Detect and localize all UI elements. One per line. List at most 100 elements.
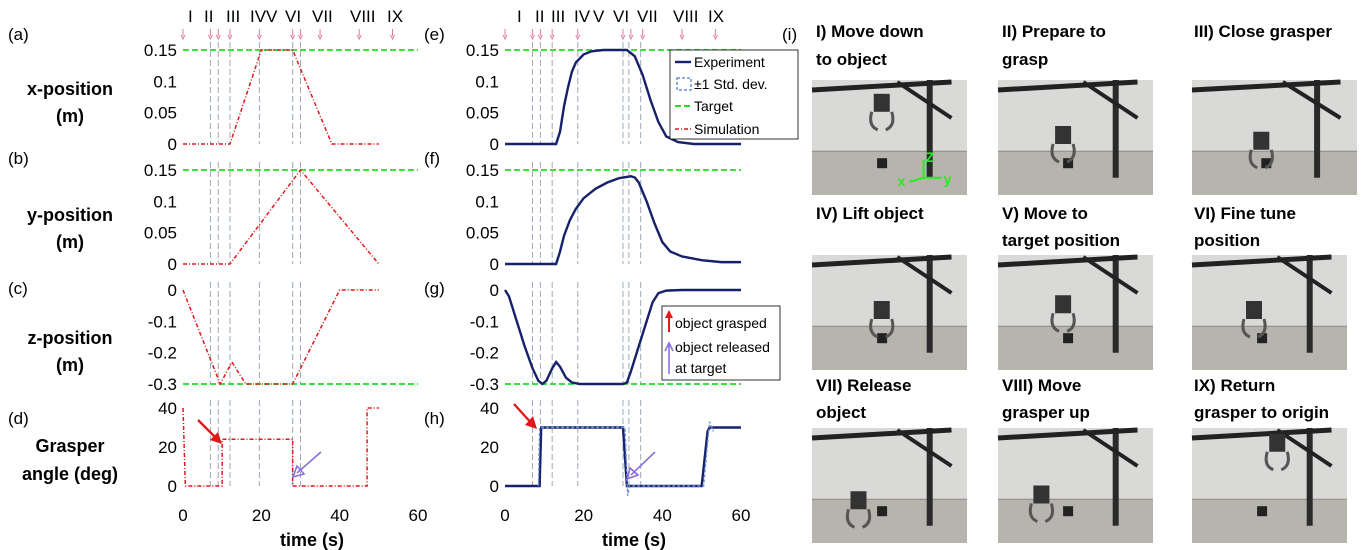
phase-label: II — [204, 7, 213, 26]
grasped-arrowhead-h — [525, 416, 537, 429]
grasper-jaws-icon — [869, 318, 895, 339]
grasper-body-icon — [873, 93, 890, 112]
gantry-rail — [811, 254, 952, 268]
phase-label: IV — [250, 7, 267, 26]
grasper-body-icon — [1269, 433, 1286, 452]
photo-table — [812, 499, 967, 543]
grasper-jaws-icon — [869, 111, 895, 132]
object-icon — [1257, 333, 1268, 344]
phase-label: VII — [637, 7, 658, 26]
photo-caption-line2: target position — [1002, 231, 1120, 250]
panel-label-g: (g) — [424, 279, 445, 298]
y-tick-label: 0 — [490, 255, 499, 274]
phase-label: VII — [312, 7, 333, 26]
phase-marker-head — [298, 34, 303, 41]
series-simulation — [182, 407, 379, 487]
grasper-jaws-icon — [1248, 149, 1274, 170]
y-tick-label: 0.1 — [153, 192, 177, 211]
x-axis-label-right: time (s) — [602, 530, 666, 550]
panel-label-i: (i) — [782, 25, 797, 44]
gantry-rail — [811, 427, 952, 441]
gantry-strut — [1082, 80, 1139, 120]
y-tick-label: 0.15 — [466, 161, 499, 180]
x-tick-label: 40 — [653, 506, 672, 525]
phase-label: III — [226, 7, 240, 26]
released-arrow-h — [630, 451, 656, 476]
gantry-strut — [896, 255, 953, 295]
annotation-frame — [661, 305, 781, 381]
photo-caption-line1: III) Close grasper — [1194, 22, 1332, 41]
legend-std-label: ±1 Std. dev. — [694, 76, 768, 92]
axis-x-label: x — [898, 173, 906, 189]
phase-label: IX — [708, 7, 724, 26]
phase-label: I — [188, 7, 193, 26]
series-experiment — [505, 48, 741, 146]
y-tick-label: 0 — [168, 281, 177, 300]
row-label-grasper-1: Grasper — [35, 436, 104, 456]
grasped-arrowhead-icon — [665, 310, 673, 318]
gantry-rail — [997, 254, 1138, 268]
phase-marker-head — [640, 34, 646, 41]
object-icon — [1257, 506, 1268, 517]
chart-d: 0 20 40 0 20 40 60 — [158, 399, 427, 525]
x-tick-label: 20 — [574, 506, 593, 525]
series-simulation — [183, 168, 380, 265]
phase-marker-head — [180, 34, 186, 41]
photo-panel-9: IX) Return grasper to origin — [1191, 376, 1347, 543]
axis-y-label: y — [944, 171, 952, 187]
y-tick-label: 0.05 — [144, 104, 177, 123]
x-axis-label-left: time (s) — [280, 530, 344, 550]
gantry-rail — [997, 427, 1138, 441]
phase-label: II — [535, 7, 544, 26]
gantry-post — [926, 80, 933, 178]
y-tick-label: 0.05 — [466, 104, 499, 123]
phase-label: VI — [285, 7, 301, 26]
grasper-body-icon — [1033, 485, 1050, 504]
photo-grid: I) Move down to object Zy x II) Prepare to gr… — [811, 22, 1357, 543]
gantry-strut — [1281, 80, 1342, 120]
phase-label: IX — [387, 7, 403, 26]
series-experiment — [505, 175, 741, 266]
released-arrowhead-h — [625, 466, 640, 481]
legend-simulation-label: Simulation — [694, 121, 759, 137]
grasper-jaws-icon — [1241, 318, 1267, 339]
phase-marker-head — [537, 34, 543, 41]
phase-marker-head — [712, 34, 718, 41]
panel-label-f: (f) — [424, 149, 440, 168]
y-tick-label: 0.15 — [144, 41, 177, 60]
photo-caption-line1: II) Prepare to — [1002, 22, 1106, 41]
y-tick-label: 20 — [480, 438, 499, 457]
photo-caption-line1: I) Move down — [816, 22, 924, 41]
panel-label-e: (e) — [424, 25, 445, 44]
gantry-post — [1112, 255, 1119, 353]
y-tick-label: 0.15 — [466, 41, 499, 60]
photo-caption-line2: grasper up — [1002, 403, 1090, 422]
series-simulation — [183, 49, 379, 145]
photo-table — [1192, 326, 1347, 370]
grasped-arrowhead-d — [210, 432, 222, 444]
y-tick-label: -0.3 — [470, 375, 499, 394]
panel-label-d: (d) — [8, 409, 29, 428]
legend-experiment-label: Experiment — [694, 54, 765, 70]
series-simulation — [182, 289, 379, 386]
y-tick-label: 0.15 — [144, 161, 177, 180]
photo-caption-line1: IV) Lift object — [816, 204, 924, 223]
y-tick-label: 0 — [490, 477, 499, 496]
panel-label-a: (a) — [8, 25, 29, 44]
chart-f: 0 0.05 0.1 0.15 — [466, 161, 741, 274]
phase-marker-head — [227, 34, 233, 41]
legend-box — [669, 49, 799, 140]
released-arrowhead-d — [291, 464, 306, 479]
y-tick-label: 0 — [490, 135, 499, 154]
annotation-released: object released — [675, 339, 770, 355]
photo-table — [1192, 151, 1357, 195]
phase-marker-head — [207, 34, 213, 41]
annotation-box: object grasped object released at target — [661, 305, 781, 381]
y-tick-label: 0 — [168, 135, 177, 154]
row-label-grasper-2: angle (deg) — [22, 464, 118, 484]
object-icon — [1261, 158, 1272, 169]
x-tick-label: 60 — [732, 506, 751, 525]
y-tick-label: 40 — [158, 399, 177, 418]
y-tick-label: 0.1 — [475, 192, 499, 211]
